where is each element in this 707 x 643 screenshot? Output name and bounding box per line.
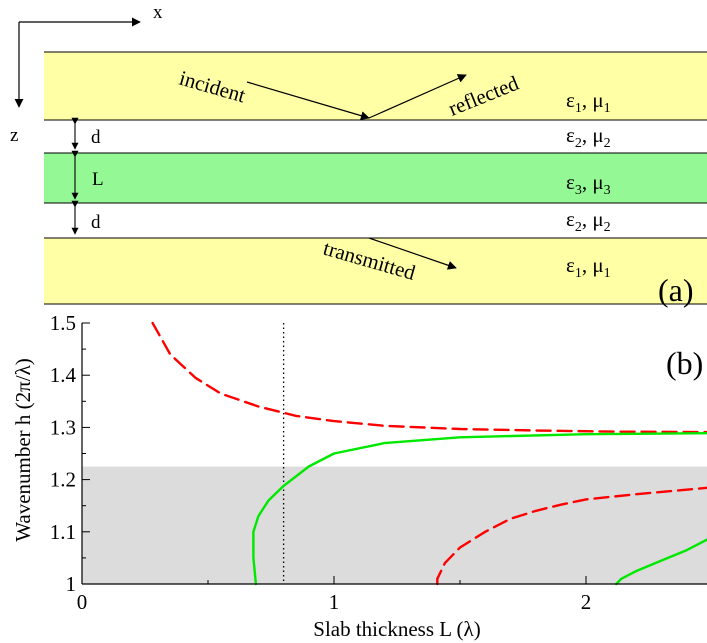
series-1-line xyxy=(151,321,707,434)
layer-boundaries xyxy=(44,51,707,305)
slab-layer xyxy=(44,153,707,203)
material-label-gap-bottom: ε2, μ2 xyxy=(566,207,611,235)
top-outer-layer xyxy=(44,52,707,120)
x-axis-title: Slab thickness L (λ) xyxy=(313,617,480,641)
bottom-outer-layer xyxy=(44,238,707,304)
y-tick-label: 1.1 xyxy=(50,520,76,544)
material-label-top: ε1, μ1 xyxy=(566,88,611,116)
series-2-line xyxy=(252,431,707,586)
d-label-top: d xyxy=(91,127,101,148)
L-label: L xyxy=(92,169,104,190)
material-label-bottom: ε1, μ1 xyxy=(566,253,611,281)
series-4-line xyxy=(615,538,707,586)
x-tick-label: 0 xyxy=(77,590,88,614)
x-tick-label: 1 xyxy=(329,590,340,614)
series-curves xyxy=(151,321,707,586)
y-ticks: 1 1.1 1.2 1.3 1.4 1.5 xyxy=(50,311,90,596)
series-3-line xyxy=(436,486,707,586)
material-label-gap-top: ε2, μ2 xyxy=(566,123,611,151)
incident-ray xyxy=(246,81,370,121)
y-axis-title: Wavenumber h (2π/λ) xyxy=(11,358,35,542)
x-axis-label: x xyxy=(153,2,163,23)
x-tick-label: 2 xyxy=(581,590,592,614)
d-label-bottom: d xyxy=(91,212,101,233)
material-label-slab: ε3, μ3 xyxy=(566,170,611,198)
z-axis-label: z xyxy=(10,125,18,146)
y-tick-label: 1.2 xyxy=(50,468,76,492)
shaded-band xyxy=(82,466,707,584)
x-ticks: 0 1 2 xyxy=(77,576,592,614)
y-tick-label: 1.3 xyxy=(50,415,76,439)
panel-a: x z d L d incident reflected transmitte xyxy=(10,2,707,308)
transmitted-ray xyxy=(368,237,457,270)
material-labels: ε1, μ1 ε2, μ2 ε3, μ3 ε2, μ2 ε1, μ1 xyxy=(566,88,611,281)
y-tick-label: 1 xyxy=(66,572,77,596)
y-tick-label: 1.5 xyxy=(50,311,76,335)
reflected-ray xyxy=(368,74,467,119)
panel-b-label: (b) xyxy=(666,345,703,381)
panel-a-label: (a) xyxy=(658,272,694,308)
y-tick-label: 1.4 xyxy=(50,363,77,387)
